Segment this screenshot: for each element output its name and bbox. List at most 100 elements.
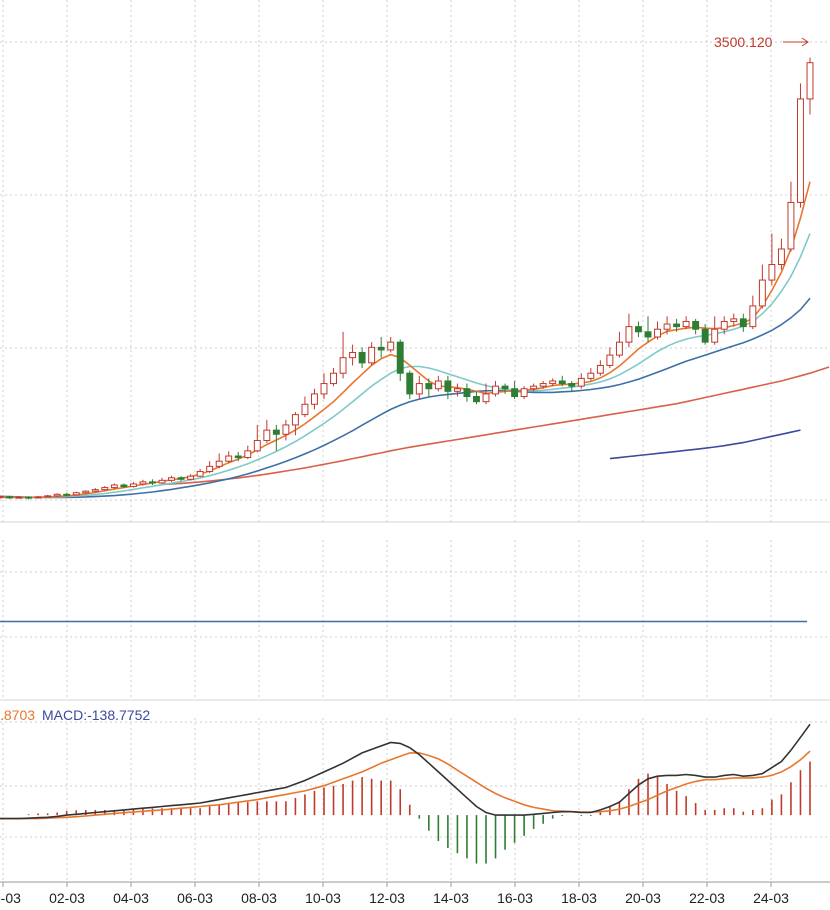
candle-up <box>711 328 719 343</box>
candle-up <box>654 328 661 338</box>
candle-up <box>806 62 814 100</box>
ma10-line <box>0 233 811 499</box>
volume-panel <box>0 571 830 701</box>
dea-line <box>0 750 811 820</box>
ma120-line <box>609 429 801 460</box>
x-tick-label: 18-03 <box>561 890 597 906</box>
candle-down <box>444 380 452 392</box>
candle-down <box>63 493 71 496</box>
candle-down <box>511 388 519 397</box>
x-tick-label: 12-03 <box>369 890 405 906</box>
candle-up <box>663 323 671 330</box>
candle-down <box>463 388 471 397</box>
candle-up <box>263 429 271 441</box>
x-tick-label: 04-03 <box>113 890 149 906</box>
x-tick-label: 06-03 <box>177 890 213 906</box>
candle-up <box>530 385 538 390</box>
candle-up <box>101 487 109 491</box>
candle-down <box>635 326 642 333</box>
candle-down <box>234 455 242 459</box>
x-tick-label: 16-03 <box>497 890 533 906</box>
candle-down <box>425 383 433 390</box>
candle-up <box>539 383 547 387</box>
candle-up <box>520 388 528 397</box>
candle-up <box>139 481 147 485</box>
candle-down <box>406 372 414 395</box>
candle-up <box>596 364 604 374</box>
candle-up <box>587 372 595 379</box>
macd-panel <box>0 721 830 864</box>
candle-up <box>196 471 204 477</box>
candle-up <box>158 479 166 484</box>
candle-down <box>377 346 385 351</box>
candle-down <box>6 496 13 499</box>
candle-up <box>34 496 42 499</box>
candle-up <box>291 414 299 426</box>
candle-up <box>434 380 442 390</box>
price-panel: 3500.120 <box>0 0 830 880</box>
candle-up <box>330 372 337 385</box>
candle-up <box>749 305 757 328</box>
candle-down <box>120 484 128 488</box>
candle-up <box>206 465 214 473</box>
candle-up <box>492 385 499 395</box>
candle-down <box>644 331 652 338</box>
candle-up <box>482 393 490 403</box>
ma60-line <box>161 366 830 486</box>
ma20-line <box>0 297 811 499</box>
macd-label-right: MACD:-138.7752 <box>42 707 150 723</box>
candle-down <box>177 477 185 480</box>
candle-down <box>272 429 280 435</box>
candle-down <box>568 383 576 387</box>
candle-up <box>215 460 223 467</box>
candle-down <box>739 318 747 328</box>
candle-down <box>396 341 404 374</box>
candle-up <box>53 493 61 497</box>
candle-up <box>129 483 137 488</box>
candle-up <box>253 439 261 452</box>
candle-up <box>82 490 90 494</box>
x-tick-label: 08-03 <box>241 890 277 906</box>
candle-down <box>501 385 509 390</box>
candle-up <box>549 380 557 385</box>
candle-up <box>349 352 357 359</box>
x-tick-label: 00-03 <box>0 890 21 906</box>
candle-up <box>44 495 52 498</box>
candle-down <box>701 328 709 343</box>
candle-up <box>720 320 728 330</box>
candle-up <box>91 489 99 492</box>
macd-label-left: .8703 <box>0 707 35 723</box>
x-tick-label: 24-03 <box>753 890 789 906</box>
candle-down <box>25 496 33 499</box>
candle-down <box>149 481 156 484</box>
last-price-arrowhead <box>801 37 809 47</box>
candle-up <box>453 388 461 392</box>
candle-up <box>368 346 376 364</box>
candle-down <box>358 352 366 364</box>
candle-up <box>577 377 585 387</box>
candle-up <box>15 496 23 499</box>
x-axis: 00-03 02-03 04-03 06-03 08-03 10-03 12-03 14-03… <box>0 881 830 906</box>
candle-up <box>682 320 690 328</box>
candle-up <box>320 383 328 395</box>
candle-up <box>282 424 290 435</box>
x-tick-label: 14-03 <box>433 890 469 906</box>
candle-up <box>244 450 252 459</box>
candle-up <box>787 201 795 250</box>
candle-up <box>606 354 614 366</box>
candle-up <box>777 248 785 266</box>
last-price-label: 3500.120 <box>714 34 773 50</box>
candle-down <box>473 395 480 403</box>
candle-up <box>415 383 423 395</box>
candle-down <box>558 380 566 385</box>
x-tick-label: 22-03 <box>689 890 725 906</box>
candle-up <box>625 326 633 343</box>
candle-up <box>758 279 766 307</box>
x-tick-label: 20-03 <box>625 890 661 906</box>
candle-up <box>168 477 175 481</box>
candle-up <box>0 495 4 498</box>
x-tick-label: 10-03 <box>305 890 341 906</box>
candle-up <box>72 492 80 496</box>
candle-up <box>615 341 623 356</box>
